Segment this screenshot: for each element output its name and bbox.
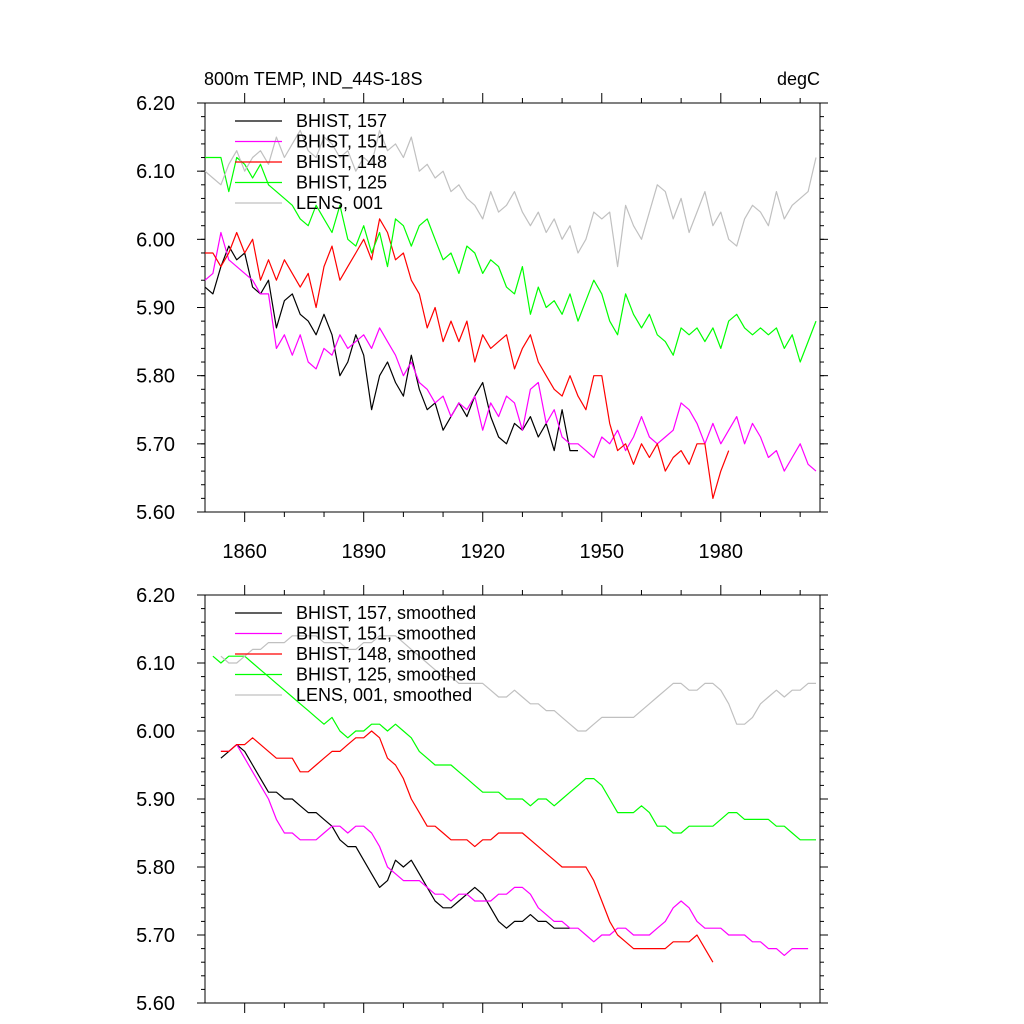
legend-label: LENS, 001, smoothed: [296, 685, 472, 705]
y-tick-label: 6.00: [136, 229, 175, 251]
series-line: [205, 156, 817, 363]
bottom-panel: 5.60 5.70 5.80 5.90 6.00 6.10 6.20 BHIST, 157, …: [136, 585, 828, 1015]
y-tick-label: 5.80: [136, 857, 175, 879]
x-tick-label: 1980: [699, 541, 744, 563]
y-tick-label: 6.20: [136, 93, 175, 115]
series-line: [204, 231, 817, 472]
y-tick-label: 6.10: [136, 653, 175, 675]
y-tick-label: 6.00: [136, 721, 175, 743]
y-tick-label: 5.90: [136, 789, 175, 811]
y-tick-label: 5.60: [136, 993, 175, 1015]
legend-label: BHIST, 148: [296, 152, 387, 172]
series-line: [220, 730, 714, 963]
legend-label: BHIST, 157, smoothed: [296, 603, 476, 623]
legend-label: BHIST, 125: [296, 173, 387, 193]
y-tick-label: 6.20: [136, 585, 175, 607]
x-tick-label: 1920: [460, 541, 505, 563]
legend-label: BHIST, 151, smoothed: [296, 624, 476, 644]
series-line: [204, 245, 578, 452]
chart-title: 800m TEMP, IND_44S-18S: [204, 69, 422, 90]
series-line: [204, 129, 817, 268]
y-tick-label: 5.80: [136, 366, 175, 388]
y-tick-label: 5.90: [136, 298, 175, 320]
y-tick-label: 5.70: [136, 925, 175, 947]
y-tick-label: 6.10: [136, 161, 175, 183]
series-line: [212, 655, 816, 841]
legend-label: BHIST, 157: [296, 111, 387, 131]
x-tick-label: 1950: [580, 541, 625, 563]
units-label: degC: [777, 69, 820, 89]
x-tick-label: 1860: [222, 541, 267, 563]
y-tick-label: 5.70: [136, 434, 175, 456]
legend-label: BHIST, 125, smoothed: [296, 665, 476, 685]
top-panel: 5.60 5.70 5.80 5.90 6.00 6.10 6.20 1860 1890 1920…: [136, 93, 828, 563]
series-line: [220, 635, 816, 732]
legend-label: BHIST, 151: [296, 132, 387, 152]
series-line: [205, 218, 730, 499]
legend-label: BHIST, 148, smoothed: [296, 644, 476, 664]
y-tick-label: 5.60: [136, 502, 175, 524]
series-line: [220, 743, 570, 929]
x-tick-label: 1890: [341, 541, 386, 563]
legend-label: LENS, 001: [296, 193, 383, 213]
series-line: [220, 743, 809, 957]
